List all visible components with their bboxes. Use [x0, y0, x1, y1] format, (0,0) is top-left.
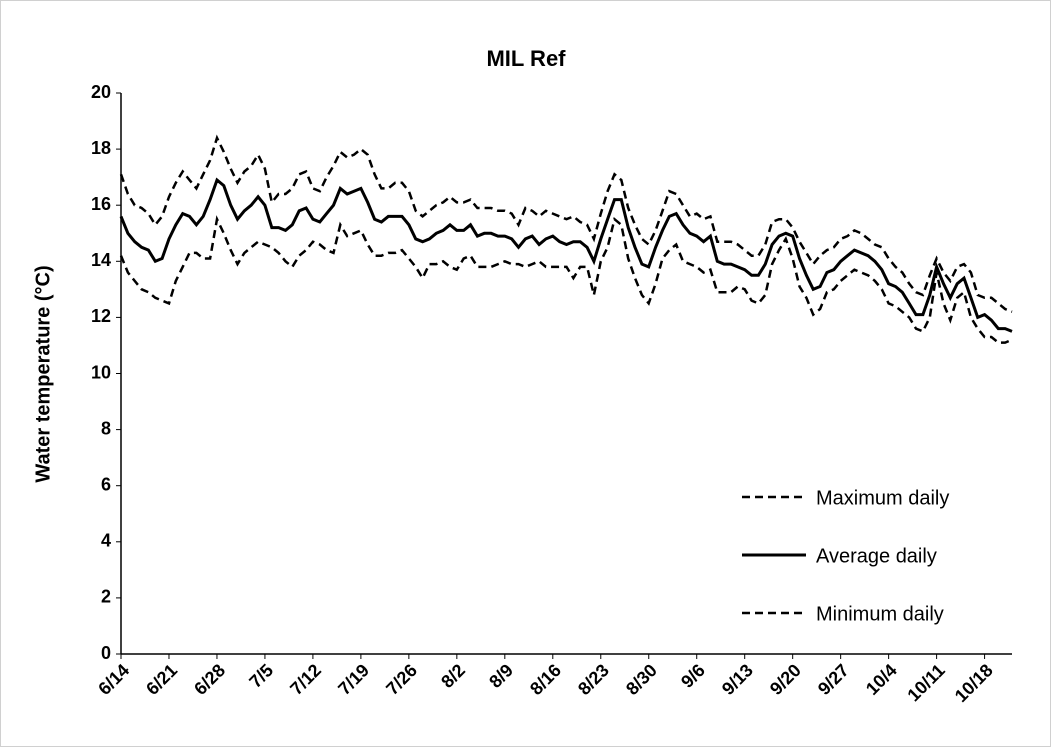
legend-label: Average daily — [816, 545, 937, 567]
y-tick-label: 20 — [91, 82, 111, 102]
legend-label: Maximum daily — [816, 487, 949, 509]
y-tick-label: 6 — [101, 474, 111, 494]
data-line — [119, 177, 1013, 333]
y-tick-label: 2 — [101, 587, 111, 607]
legend-label: Minimum daily — [816, 603, 944, 625]
y-tick-label: 18 — [91, 138, 111, 158]
y-tick-label: 16 — [91, 194, 111, 214]
data-line — [119, 134, 1013, 313]
y-tick-label: 0 — [101, 643, 111, 663]
data-line — [119, 215, 1013, 344]
y-tick-label: 12 — [91, 306, 111, 326]
y-axis-label: Water temperature (°C) — [32, 265, 54, 482]
y-tick-label: 10 — [91, 362, 111, 382]
y-tick-label: 4 — [101, 531, 111, 551]
y-tick-label: 14 — [91, 250, 111, 270]
chart-title: MIL Ref — [486, 46, 566, 71]
y-tick-label: 8 — [101, 418, 111, 438]
